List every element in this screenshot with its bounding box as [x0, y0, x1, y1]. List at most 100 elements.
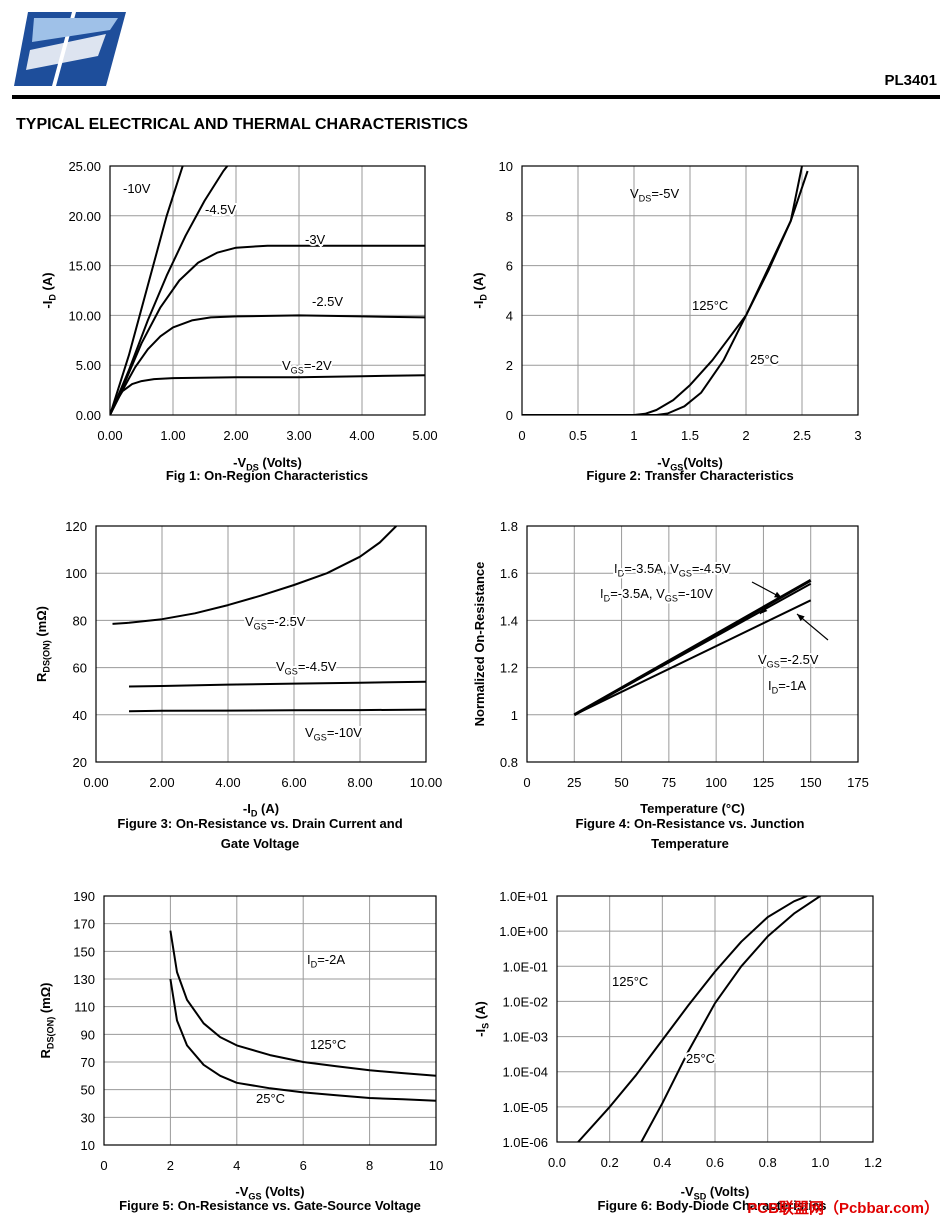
fig5-xtick-label: 8: [366, 1158, 373, 1173]
fig4-series-line: [573, 599, 812, 716]
header-rule: [12, 95, 940, 99]
fig3-chart: 0.00 2.00 4.00 6.00 8.00 10.00 20 40 60 80 100 120 -…: [34, 519, 442, 851]
fig5-ytick-label: 30: [81, 1110, 95, 1125]
fig2-x-axis-label: -VGS(Volts): [657, 455, 723, 472]
fig3-series-label: VGS=-10V: [305, 725, 362, 742]
fig1-y-axis-label: -ID (A): [40, 272, 57, 308]
fig3-series-line: [128, 680, 426, 688]
fig4-xtick-label: 150: [800, 775, 822, 790]
fig5-xtick-label: 10: [429, 1158, 443, 1173]
fig1-ytick-label: 0.00: [76, 408, 101, 423]
fig5-ytick-label: 70: [81, 1055, 95, 1070]
fig5-xtick-label: 6: [300, 1158, 307, 1173]
fig1-plot-frame: [109, 165, 426, 416]
fig1-series-line: [110, 374, 425, 415]
fig1-xtick-label: 0.00: [97, 428, 122, 443]
fig3-x-axis-label: -ID (A): [243, 801, 279, 818]
fig4-ytick-label: 1.4: [500, 613, 518, 628]
fig6-ytick-label: 1.0E+01: [499, 889, 548, 904]
fig4-ytick-label: 0.8: [500, 755, 518, 770]
fig6-xtick-label: 0.0: [548, 1155, 566, 1170]
fig4-callout-arrowhead: [760, 606, 768, 614]
fig1-ytick-label: 20.00: [68, 209, 101, 224]
fig2-ytick-label: 2: [506, 358, 513, 373]
fig1-chart: 0.00 1.00 2.00 3.00 4.00 5.00 0.00 5.00 10.00 15.…: [40, 159, 438, 483]
fig6-y-axis-label: -IS (A): [473, 1001, 490, 1037]
fig4-xtick-label: 75: [662, 775, 676, 790]
fig3-plot-frame: [95, 525, 427, 763]
fig3-xtick-label: 8.00: [347, 775, 372, 790]
fig1-series-line: [110, 244, 425, 415]
fig4-caption: Figure 4: On-Resistance vs. Junction: [576, 816, 805, 831]
fig2-xtick-label: 0: [518, 428, 525, 443]
fig2-ytick-label: 4: [506, 308, 513, 323]
fig4-ytick-label: 1.2: [500, 661, 518, 676]
fig4-series-label: ID=-1A: [768, 678, 806, 695]
fig1-x-axis-label: -VDS (Volts): [233, 455, 302, 472]
fig5-chart: 0 2 4 6 8 10 10 30 50 70 90 110 130 150 170 190 -VGS (Vo…: [38, 889, 443, 1213]
fig6-xtick-label: 0.4: [653, 1155, 671, 1170]
fig4-ytick-label: 1.6: [500, 566, 518, 581]
fig4-y-axis-label: Normalized On-Resistance: [472, 562, 487, 727]
fig1-ytick-label: 10.00: [68, 308, 101, 323]
fig6-series-label: 125°C: [612, 974, 648, 989]
fig6-ytick-label: 1.0E-02: [502, 994, 548, 1009]
fig2-series-label: 25°C: [750, 352, 779, 367]
fig5-ytick-label: 10: [81, 1138, 95, 1153]
fig4-ytick-label: 1.8: [500, 519, 518, 534]
fig2-series-line: [522, 166, 803, 415]
fig3-ytick-label: 60: [73, 661, 87, 676]
fig6-xtick-label: 0.2: [601, 1155, 619, 1170]
fig4-series-label: VGS=-2.5V: [758, 652, 819, 669]
fig2-caption: Figure 2: Transfer Characteristics: [586, 468, 793, 483]
fig1-series-line: [110, 166, 229, 415]
fig4-series-label: ID=-3.5A, VGS=-10V: [600, 586, 713, 603]
fig5-series-label: 25°C: [256, 1091, 285, 1106]
fig4-caption: Temperature: [651, 836, 729, 851]
fig3-ytick-label: 20: [73, 755, 87, 770]
fig1-series-line: [110, 166, 184, 415]
fig4-series-line: [573, 582, 812, 716]
fig2-annotation: VDS=-5V: [630, 186, 679, 203]
fig6-ytick-label: 1.0E-04: [502, 1065, 548, 1080]
fig2-ytick-label: 8: [506, 209, 513, 224]
fig6-ytick-label: 1.0E-01: [502, 959, 548, 974]
fig3-caption: Gate Voltage: [221, 836, 300, 851]
fig4-xtick-label: 25: [567, 775, 581, 790]
fig2-ytick-label: 10: [499, 159, 513, 174]
fig2-xtick-label: 0.5: [569, 428, 587, 443]
fig1-caption: Fig 1: On-Region Characteristics: [166, 468, 368, 483]
fig2-series-label: 125°C: [692, 298, 728, 313]
fig1-xtick-label: 3.00: [286, 428, 311, 443]
fig3-ytick-label: 120: [65, 519, 87, 534]
fig1-xtick-label: 1.00: [160, 428, 185, 443]
fig6-xtick-label: 0.8: [759, 1155, 777, 1170]
fig1-ytick-label: 25.00: [68, 159, 101, 174]
fig3-y-axis-label: RDS(ON) (mΩ): [34, 606, 51, 682]
fig6-x-axis-label: -VSD (Volts): [681, 1184, 750, 1201]
fig6-xtick-label: 0.6: [706, 1155, 724, 1170]
fig4-chart: 0 25 50 75 100 125 150 175 0.8 1 1.2 1.4 1.6 1.8 Tempe…: [472, 519, 869, 851]
fig2-chart: 0 0.5 1 1.5 2 2.5 3 0 2 4 6 8 10 -VGS(Volts) -ID (A) Fi…: [471, 159, 862, 483]
company-logo: [14, 12, 126, 86]
fig5-ytick-label: 50: [81, 1083, 95, 1098]
fig1-xtick-label: 5.00: [412, 428, 437, 443]
fig5-series-line: [169, 978, 436, 1102]
fig6-chart: 0.0 0.2 0.4 0.6 0.8 1.0 1.2 1.0E-06 1.0E-05 1.0E-…: [473, 889, 882, 1213]
fig1-series-label: -4.5V: [205, 202, 236, 217]
fig3-xtick-label: 2.00: [149, 775, 174, 790]
fig4-xtick-label: 0: [523, 775, 530, 790]
fig5-ytick-label: 150: [73, 944, 95, 959]
fig5-x-axis-label: -VGS (Volts): [235, 1184, 304, 1201]
watermark: PCB联盟网（Pcbbar.com）: [747, 1200, 939, 1217]
fig5-ytick-label: 190: [73, 889, 95, 904]
fig3-caption: Figure 3: On-Resistance vs. Drain Curren…: [117, 816, 402, 831]
fig5-y-axis-label: RDS(ON) (mΩ): [38, 983, 55, 1059]
fig5-series-label: 125°C: [310, 1037, 346, 1052]
fig6-series-line: [577, 896, 808, 1142]
fig3-ytick-label: 100: [65, 566, 87, 581]
fig6-series-label: 25°C: [686, 1051, 715, 1066]
fig2-xtick-label: 2.5: [793, 428, 811, 443]
